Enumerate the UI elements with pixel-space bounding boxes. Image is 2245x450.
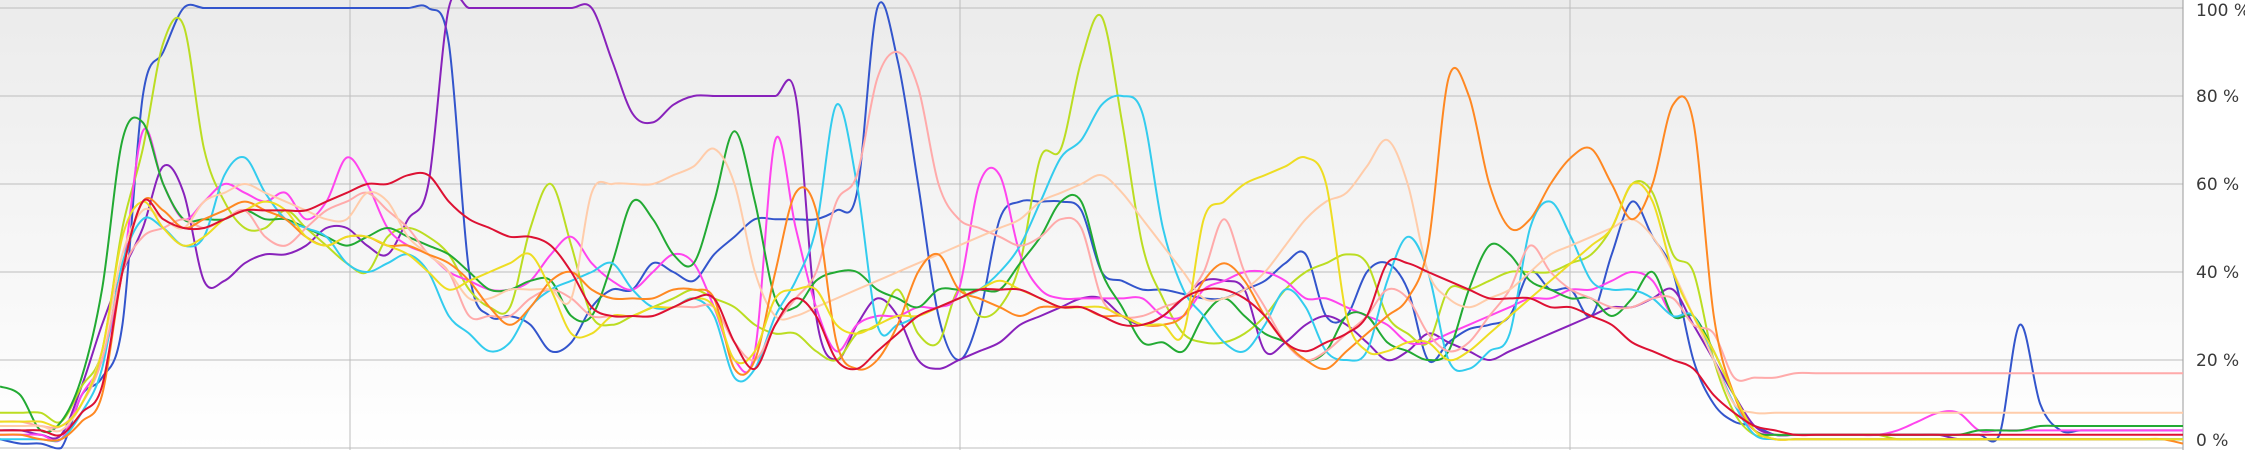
series-line-8 <box>0 138 2183 433</box>
y-tick-label: 0 % <box>2196 431 2228 450</box>
y-tick-label: 20 % <box>2196 351 2239 371</box>
series-line-10 <box>0 156 2183 441</box>
series-layer <box>0 0 2184 450</box>
plot-background <box>0 0 2183 450</box>
y-tick-label: 100 % <box>2196 1 2245 21</box>
y-tick-label: 60 % <box>2196 175 2239 195</box>
y-axis: 0 % 20 % 40 % 60 % 80 % 100 % <box>2196 1 2245 450</box>
series-line-11 <box>0 171 2183 437</box>
y-tick-label: 40 % <box>2196 263 2239 283</box>
series-line-7 <box>0 50 2183 429</box>
y-tick-label: 80 % <box>2196 87 2239 107</box>
